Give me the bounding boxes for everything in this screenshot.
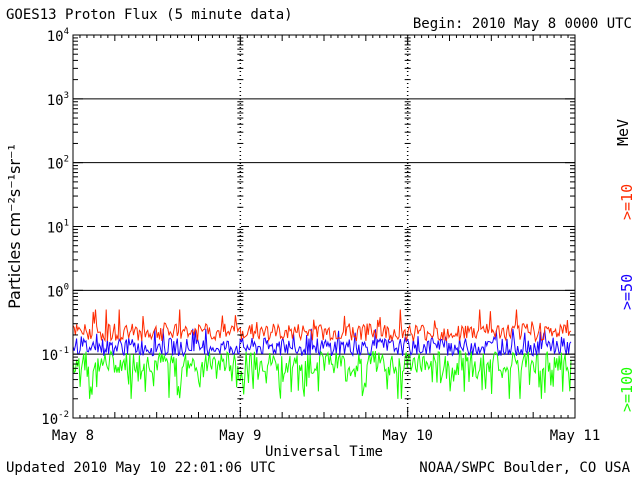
series-line-10mev xyxy=(72,309,572,343)
chart-title: GOES13 Proton Flux (5 minute data) xyxy=(6,7,293,23)
x-tick-label: May 8 xyxy=(52,428,94,444)
y-tick-label: 103 xyxy=(47,91,69,109)
legend-unit-mev: MeV xyxy=(614,118,632,146)
legend-10mev: >=10 xyxy=(618,183,636,220)
y-tick-label: 10-2 xyxy=(41,410,69,428)
x-axis-label: Universal Time xyxy=(265,444,383,460)
series-line-100mev xyxy=(72,349,572,399)
credit-text: NOAA/SWPC Boulder, CO USA xyxy=(419,460,630,476)
y-tick-label: 10-1 xyxy=(41,346,69,364)
x-tick-label: May 9 xyxy=(219,428,261,444)
x-tick-label: May 11 xyxy=(550,428,601,444)
legend-50mev: >=50 xyxy=(618,273,636,310)
y-axis-label: Particles cm⁻²s⁻¹sr⁻¹ xyxy=(5,144,24,309)
y-tick-label: 102 xyxy=(47,155,69,173)
y-tick-label: 104 xyxy=(47,27,69,45)
y-tick-label: 101 xyxy=(47,219,69,237)
x-tick-label: May 10 xyxy=(382,428,433,444)
y-tick-label: 100 xyxy=(47,282,69,300)
series-line-50mev xyxy=(72,328,572,358)
legend-100mev: >=100 xyxy=(618,366,636,412)
updated-timestamp: Updated 2010 May 10 22:01:06 UTC xyxy=(6,460,276,476)
begin-time: Begin: 2010 May 8 0000 UTC xyxy=(412,16,632,32)
